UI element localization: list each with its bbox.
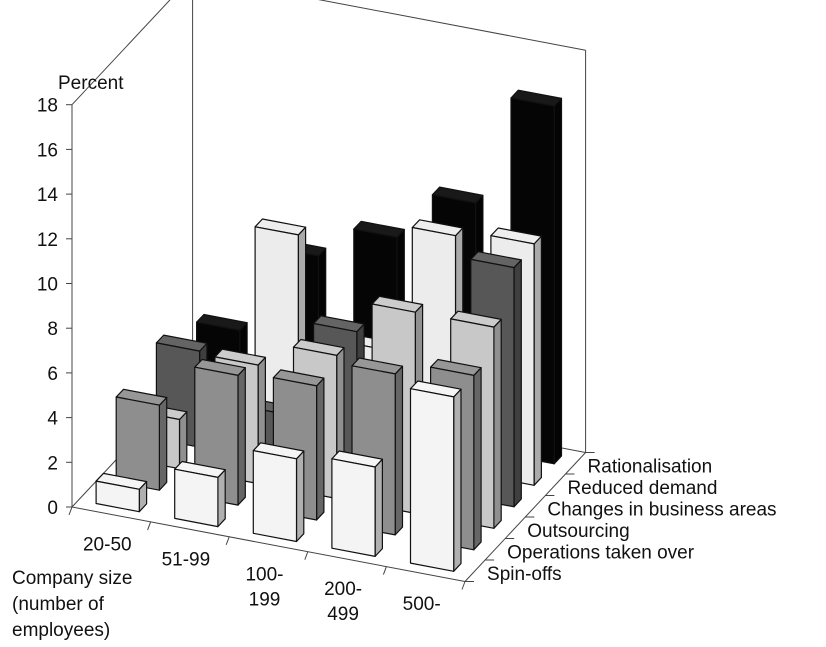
series-label: Changes in business areas	[547, 499, 776, 520]
y-tick-label: 18	[37, 96, 58, 117]
category-label: 20-50	[83, 534, 132, 555]
series-label: Outsourcing	[527, 521, 629, 542]
series-label: Spin-offs	[487, 564, 562, 585]
bar	[95, 472, 148, 513]
category-tick	[304, 551, 309, 560]
y-tick-label: 10	[37, 275, 58, 296]
category-label: 100-199	[245, 564, 283, 610]
category-tick	[382, 566, 387, 575]
wall-edge	[71, 506, 466, 582]
y-tick-label: 0	[47, 498, 58, 519]
category-tick	[68, 506, 73, 516]
y-tick-label: 4	[47, 409, 58, 430]
y-axis-title: Percent	[58, 73, 124, 94]
bar	[115, 388, 168, 491]
series-label: Operations taken over	[507, 542, 695, 563]
y-tick-label: 8	[47, 319, 58, 340]
category-axis: 20-50 51-99 100-199 200-499 500-	[68, 506, 466, 625]
bar	[409, 380, 462, 572]
category-label: 200-499	[324, 579, 362, 625]
series-label: Rationalisation	[588, 456, 713, 477]
y-axis-ticks: 0 2 4 6 8 10 12 14 16 18	[37, 96, 72, 519]
category-tick	[461, 581, 466, 590]
bars-layer	[95, 89, 563, 572]
wall-edge	[71, 0, 171, 106]
series-label: Reduced demand	[567, 478, 717, 499]
y-tick-label: 2	[47, 453, 58, 474]
category-tick	[225, 536, 230, 545]
y-tick-label: 16	[37, 140, 58, 161]
y-tick-label: 12	[37, 230, 58, 251]
bar	[331, 450, 383, 558]
bar	[252, 442, 305, 543]
wall-edge	[318, 0, 586, 51]
x-axis-title: Company size (number of employees)	[12, 568, 132, 641]
category-tick	[147, 521, 152, 531]
bar	[174, 460, 226, 528]
category-label: 500-	[403, 594, 441, 615]
category-label: 51-99	[162, 549, 211, 570]
y-tick-label: 14	[37, 185, 59, 206]
y-tick-label: 6	[47, 364, 58, 385]
